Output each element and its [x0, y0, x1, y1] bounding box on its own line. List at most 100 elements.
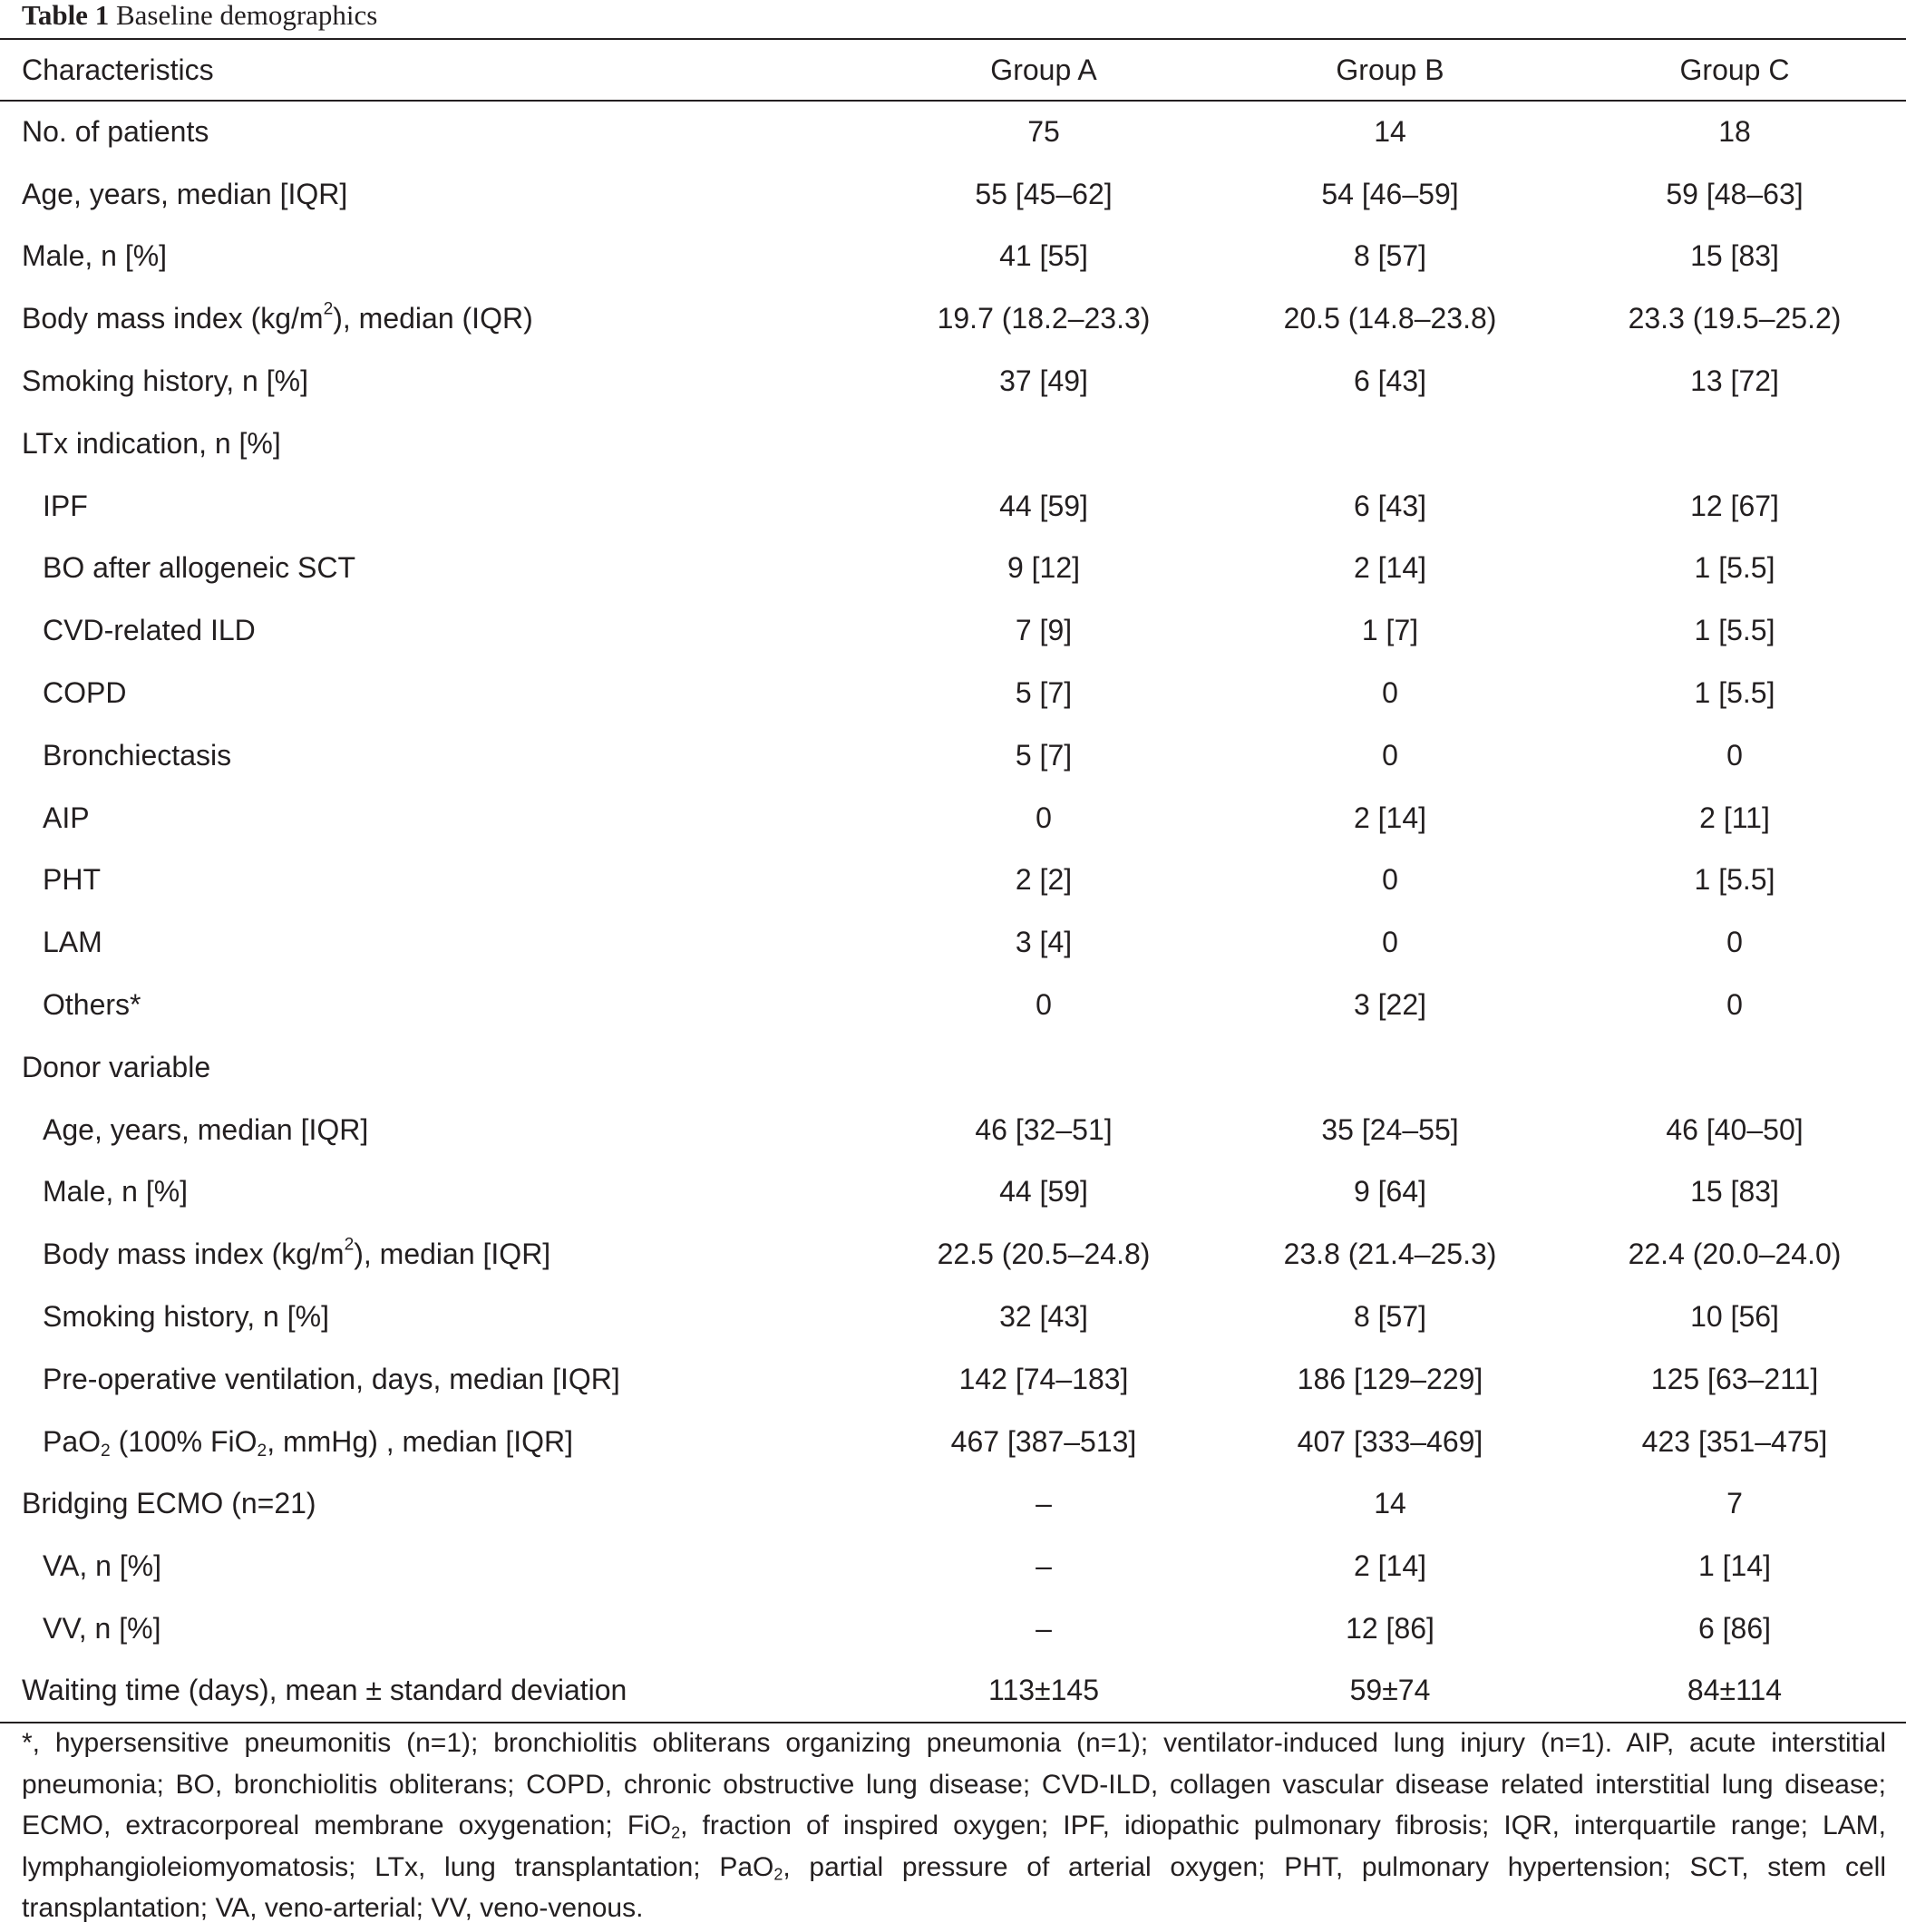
table-row: CVD-related ILD 7 [9] 1 [7] 1 [5.5] — [0, 599, 1906, 662]
cell-group-c: 22.4 (20.0–24.0) — [1628, 1238, 1842, 1271]
cell-group-c: 10 [56] — [1690, 1300, 1779, 1334]
cell-group-c: 0 — [1726, 926, 1743, 959]
cell-group-b: 0 — [1382, 676, 1398, 710]
table-row: Pre-operative ventilation, days, median … — [0, 1348, 1906, 1411]
row-label-text: ), median [IQR] — [354, 1238, 551, 1271]
cell-group-b: 54 [46–59] — [1321, 177, 1459, 210]
cell-group-b: 2 [14] — [1353, 551, 1427, 585]
row-label: LAM — [43, 926, 102, 959]
table-row: LTx indication, n [%] — [0, 413, 1906, 475]
cell-group-c: 1 [5.5] — [1694, 614, 1775, 647]
cell-group-b: 20.5 (14.8–23.8) — [1283, 302, 1497, 335]
row-label: Body mass index (kg/m2), median (IQR) — [0, 287, 870, 350]
cell-group-a: 2 [2] — [1015, 863, 1073, 897]
row-label: Smoking history, n [%] — [43, 1300, 329, 1334]
table-row: Age, years, median [IQR] 46 [32–51] 35 [24… — [0, 1099, 1906, 1161]
cell-group-c: 423 [351–475] — [1641, 1424, 1828, 1458]
row-label: VA, n [%] — [43, 1549, 162, 1583]
cell-group-a: 142 [74–183] — [958, 1362, 1129, 1395]
table-row: Bronchiectasis 5 [7] 0 0 — [0, 724, 1906, 787]
footnote-text-1: *, hypersensitive pneumonitis (n=1); bro… — [22, 1728, 1886, 1841]
row-label: BO after allogeneic SCT — [43, 551, 356, 585]
cell-group-c — [1563, 413, 1906, 475]
row-label: Pre-operative ventilation, days, median … — [43, 1362, 620, 1395]
cell-group-a — [870, 1036, 1217, 1099]
cell-group-c: 13 [72] — [1690, 364, 1779, 398]
table-row: BO after allogeneic SCT 9 [12] 2 [14] 1 [5.… — [0, 538, 1906, 600]
cell-group-c: 15 [83] — [1690, 239, 1779, 273]
table-row: Body mass index (kg/m2), median (IQR) 19.… — [0, 287, 1906, 350]
table-row: PHT 2 [2] 0 1 [5.5] — [0, 849, 1906, 912]
cell-group-c — [1563, 1036, 1906, 1099]
demographics-table: Characteristics Group A Group B Group C … — [0, 38, 1906, 1723]
row-label: CVD-related ILD — [43, 614, 256, 647]
table-row: IPF 44 [59] 6 [43] 12 [67] — [0, 475, 1906, 538]
cell-group-c: 59 [48–63] — [1666, 177, 1804, 210]
cell-group-a: 22.5 (20.5–24.8) — [937, 1238, 1151, 1271]
table-row: No. of patients 75 14 18 — [0, 101, 1906, 163]
table-row: AIP 0 2 [14] 2 [11] — [0, 787, 1906, 849]
row-label: IPF — [43, 489, 88, 522]
cell-group-a: – — [1036, 1549, 1052, 1583]
cell-group-c: 84±114 — [1563, 1659, 1906, 1723]
cell-group-b: 23.8 (21.4–25.3) — [1283, 1238, 1497, 1271]
row-label-text: ), median (IQR) — [333, 302, 533, 335]
table-row: Smoking history, n [%] 37 [49] 6 [43] 13 [7… — [0, 350, 1906, 413]
table-footnote: *, hypersensitive pneumonitis (n=1); bro… — [22, 1723, 1886, 1929]
cell-group-a: 0 — [1036, 801, 1052, 834]
cell-group-b: 3 [22] — [1353, 988, 1427, 1022]
cell-group-c: 7 — [1726, 1487, 1743, 1520]
cell-group-b: 407 [333–469] — [1297, 1424, 1483, 1458]
cell-group-a: 44 [59] — [999, 1175, 1088, 1209]
cell-group-a: 46 [32–51] — [975, 1112, 1113, 1146]
table-header: Characteristics Group A Group B Group C — [0, 38, 1906, 102]
cell-group-b: 8 [57] — [1353, 1300, 1427, 1334]
cell-group-c: 0 — [1726, 738, 1743, 772]
table-title: Baseline demographics — [115, 0, 378, 31]
cell-group-b: 8 [57] — [1353, 239, 1427, 273]
cell-group-b: 0 — [1382, 738, 1398, 772]
row-label: LTx indication, n [%] — [22, 426, 281, 460]
cell-group-b — [1217, 413, 1563, 475]
cell-group-a: 3 [4] — [1015, 926, 1073, 959]
cell-group-b: 1 [7] — [1361, 614, 1419, 647]
table-row: Bridging ECMO (n=21) – 14 7 — [0, 1473, 1906, 1536]
cell-group-b — [1217, 1036, 1563, 1099]
cell-group-c: 18 — [1718, 115, 1751, 149]
cell-group-a: 44 [59] — [999, 489, 1088, 522]
row-label-supscript: 2 — [323, 299, 334, 319]
cell-group-b: 9 [64] — [1353, 1175, 1427, 1209]
table-row: Waiting time (days), mean ± standard dev… — [0, 1659, 1906, 1723]
row-label-subscript: 2 — [257, 1441, 267, 1461]
table-body: No. of patients 75 14 18 Age, years, median … — [0, 101, 1906, 1723]
cell-group-b: 35 [24–55] — [1321, 1112, 1459, 1146]
cell-group-c: 125 [63–211] — [1650, 1362, 1819, 1395]
table-row: Donor variable — [0, 1036, 1906, 1099]
table-row: Male, n [%] 41 [55] 8 [57] 15 [83] — [0, 226, 1906, 288]
header-group-a: Group A — [870, 38, 1217, 102]
cell-group-c: 2 [11] — [1699, 801, 1770, 834]
table-row: Male, n [%] 44 [59] 9 [64] 15 [83] — [0, 1161, 1906, 1224]
cell-group-c: 1 [5.5] — [1694, 551, 1775, 585]
cell-group-a: 467 [387–513] — [950, 1424, 1137, 1458]
table-row: COPD 5 [7] 0 1 [5.5] — [0, 662, 1906, 724]
row-label: Age, years, median [IQR] — [22, 177, 348, 210]
cell-group-a: 37 [49] — [999, 364, 1088, 398]
cell-group-a: 55 [45–62] — [975, 177, 1113, 210]
cell-group-a: 0 — [1036, 988, 1052, 1022]
row-label-subscript: 2 — [101, 1441, 111, 1461]
row-label: Others* — [43, 988, 141, 1022]
cell-group-c: 1 [5.5] — [1694, 676, 1775, 710]
row-label: PHT — [43, 863, 101, 897]
cell-group-b: 12 [86] — [1346, 1612, 1434, 1646]
row-label: Bronchiectasis — [43, 738, 232, 772]
cell-group-b: 59±74 — [1217, 1659, 1563, 1723]
row-label: Donor variable — [22, 1050, 211, 1083]
cell-group-b: 14 — [1374, 1487, 1406, 1520]
footnote-sub-2: 2 — [773, 1865, 783, 1884]
row-label: Bridging ECMO (n=21) — [22, 1487, 316, 1520]
row-label: No. of patients — [22, 115, 209, 149]
cell-group-c: 6 [86] — [1697, 1612, 1772, 1646]
table-row: Others* 0 3 [22] 0 — [0, 974, 1906, 1036]
cell-group-c: 23.3 (19.5–25.2) — [1628, 302, 1842, 335]
